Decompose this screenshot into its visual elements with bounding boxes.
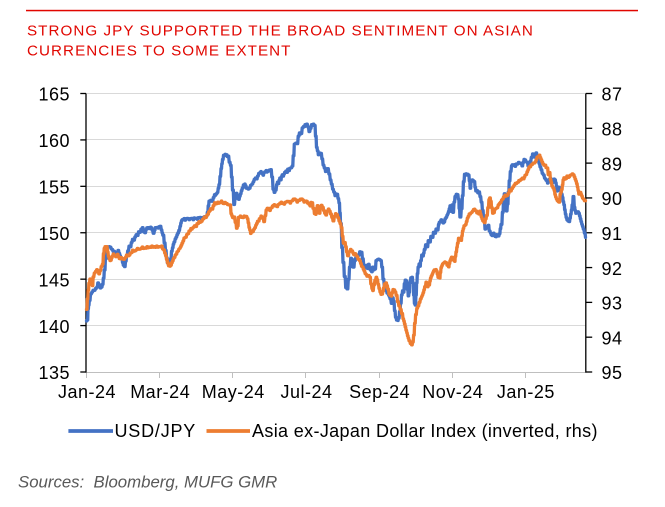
svg-text:Nov-24: Nov-24: [422, 382, 483, 402]
svg-text:92: 92: [602, 259, 623, 279]
svg-text:89: 89: [602, 154, 623, 174]
svg-text:Sep-24: Sep-24: [349, 382, 410, 402]
svg-text:155: 155: [38, 178, 70, 198]
svg-text:CURRENCIES TO SOME EXTENT: CURRENCIES TO SOME EXTENT: [27, 43, 292, 60]
svg-text:Jan-24: Jan-24: [58, 382, 116, 402]
svg-text:145: 145: [38, 270, 70, 290]
svg-text:Jan-25: Jan-25: [497, 382, 555, 402]
svg-text:Sources: Bloomberg, MUFG GMR: Sources: Bloomberg, MUFG GMR: [18, 472, 277, 491]
svg-text:88: 88: [602, 120, 623, 140]
svg-text:87: 87: [602, 85, 623, 105]
svg-text:Mar-24: Mar-24: [130, 382, 190, 402]
svg-text:160: 160: [38, 131, 70, 151]
svg-text:Jul-24: Jul-24: [280, 382, 332, 402]
svg-text:91: 91: [602, 224, 623, 244]
svg-text:May-24: May-24: [202, 382, 265, 402]
svg-text:94: 94: [602, 328, 623, 348]
svg-text:165: 165: [38, 85, 70, 105]
svg-text:150: 150: [38, 224, 70, 244]
svg-text:93: 93: [602, 294, 623, 314]
svg-text:Asia ex-Japan Dollar Index (in: Asia ex-Japan Dollar Index (inverted, rh…: [252, 421, 598, 441]
svg-text:USD/JPY: USD/JPY: [115, 421, 197, 441]
svg-text:140: 140: [38, 317, 70, 337]
svg-text:135: 135: [38, 363, 70, 383]
svg-text:90: 90: [602, 189, 623, 209]
svg-text:95: 95: [602, 363, 623, 383]
svg-text:STRONG JPY SUPPORTED THE BROAD: STRONG JPY SUPPORTED THE BROAD SENTIMENT…: [27, 23, 534, 40]
